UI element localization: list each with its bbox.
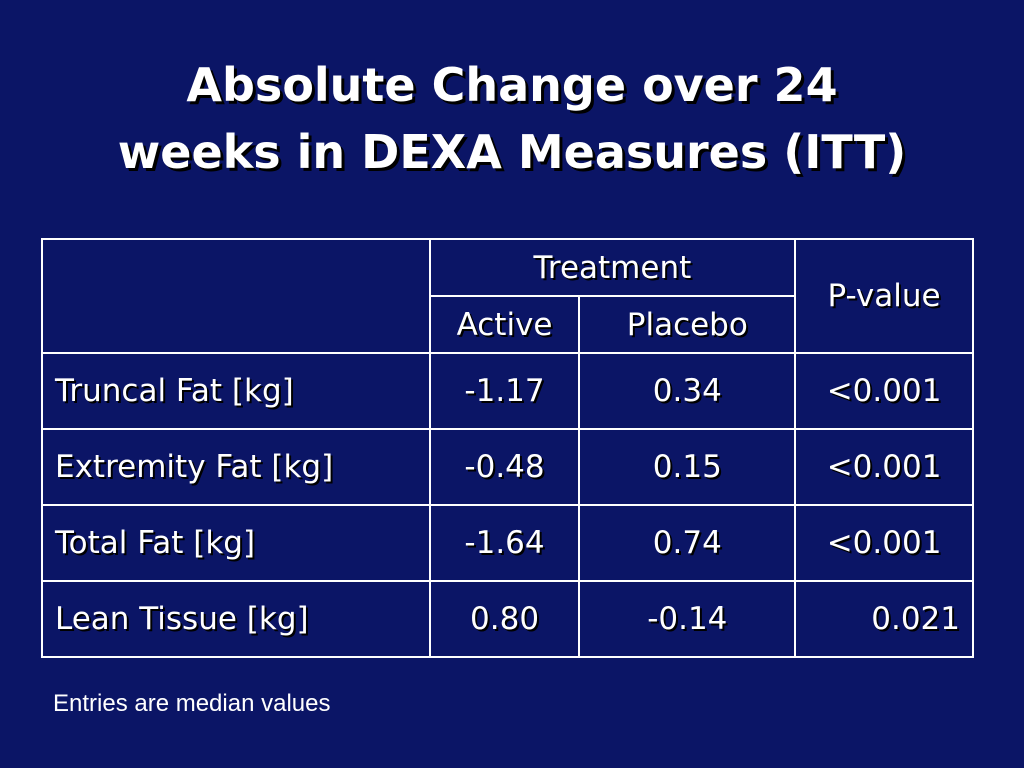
placebo-value: -0.14 xyxy=(578,580,797,658)
table-row-lean-tissue: Lean Tissue [kg] 0.80 -0.14 0.021 xyxy=(41,580,974,658)
row-label: Lean Tissue [kg] xyxy=(41,580,431,658)
active-value: 0.80 xyxy=(428,580,581,658)
table-corner-cell xyxy=(41,238,431,354)
pvalue-value: <0.001 xyxy=(794,428,974,506)
slide-title-line-2: weeks in DEXA Measures (ITT) xyxy=(117,125,907,179)
active-value: -1.64 xyxy=(428,504,581,582)
placebo-value: 0.15 xyxy=(578,428,797,506)
row-label: Truncal Fat [kg] xyxy=(41,352,431,430)
slide-title: Absolute Change over 24 weeks in DEXA Me… xyxy=(0,52,1024,186)
table-row-truncal-fat: Truncal Fat [kg] -1.17 0.34 <0.001 xyxy=(41,352,974,430)
active-value: -0.48 xyxy=(428,428,581,506)
footnote: Entries are median values xyxy=(53,690,331,717)
slide-title-line-1: Absolute Change over 24 xyxy=(186,58,838,112)
pvalue-value: <0.001 xyxy=(794,504,974,582)
row-label: Extremity Fat [kg] xyxy=(41,428,431,506)
pvalue-value: 0.021 xyxy=(794,580,974,658)
placebo-value: 0.34 xyxy=(578,352,797,430)
pvalue-column-header: P-value xyxy=(794,238,974,354)
table-row-total-fat: Total Fat [kg] -1.64 0.74 <0.001 xyxy=(41,504,974,582)
treatment-group-header: Treatment xyxy=(428,238,797,297)
table-subheader-row: Active Placebo xyxy=(42,295,973,354)
placebo-column-header: Placebo xyxy=(578,295,797,354)
row-label: Total Fat [kg] xyxy=(41,504,431,582)
active-value: -1.17 xyxy=(428,352,581,430)
active-column-header: Active xyxy=(428,295,581,354)
table-row-extremity-fat: Extremity Fat [kg] -0.48 0.15 <0.001 xyxy=(41,428,974,506)
pvalue-value: <0.001 xyxy=(794,352,974,430)
dexa-results-table: Treatment P-value Active Placebo Truncal… xyxy=(41,238,974,658)
placebo-value: 0.74 xyxy=(578,504,797,582)
table-header-row: Treatment P-value xyxy=(41,238,974,354)
